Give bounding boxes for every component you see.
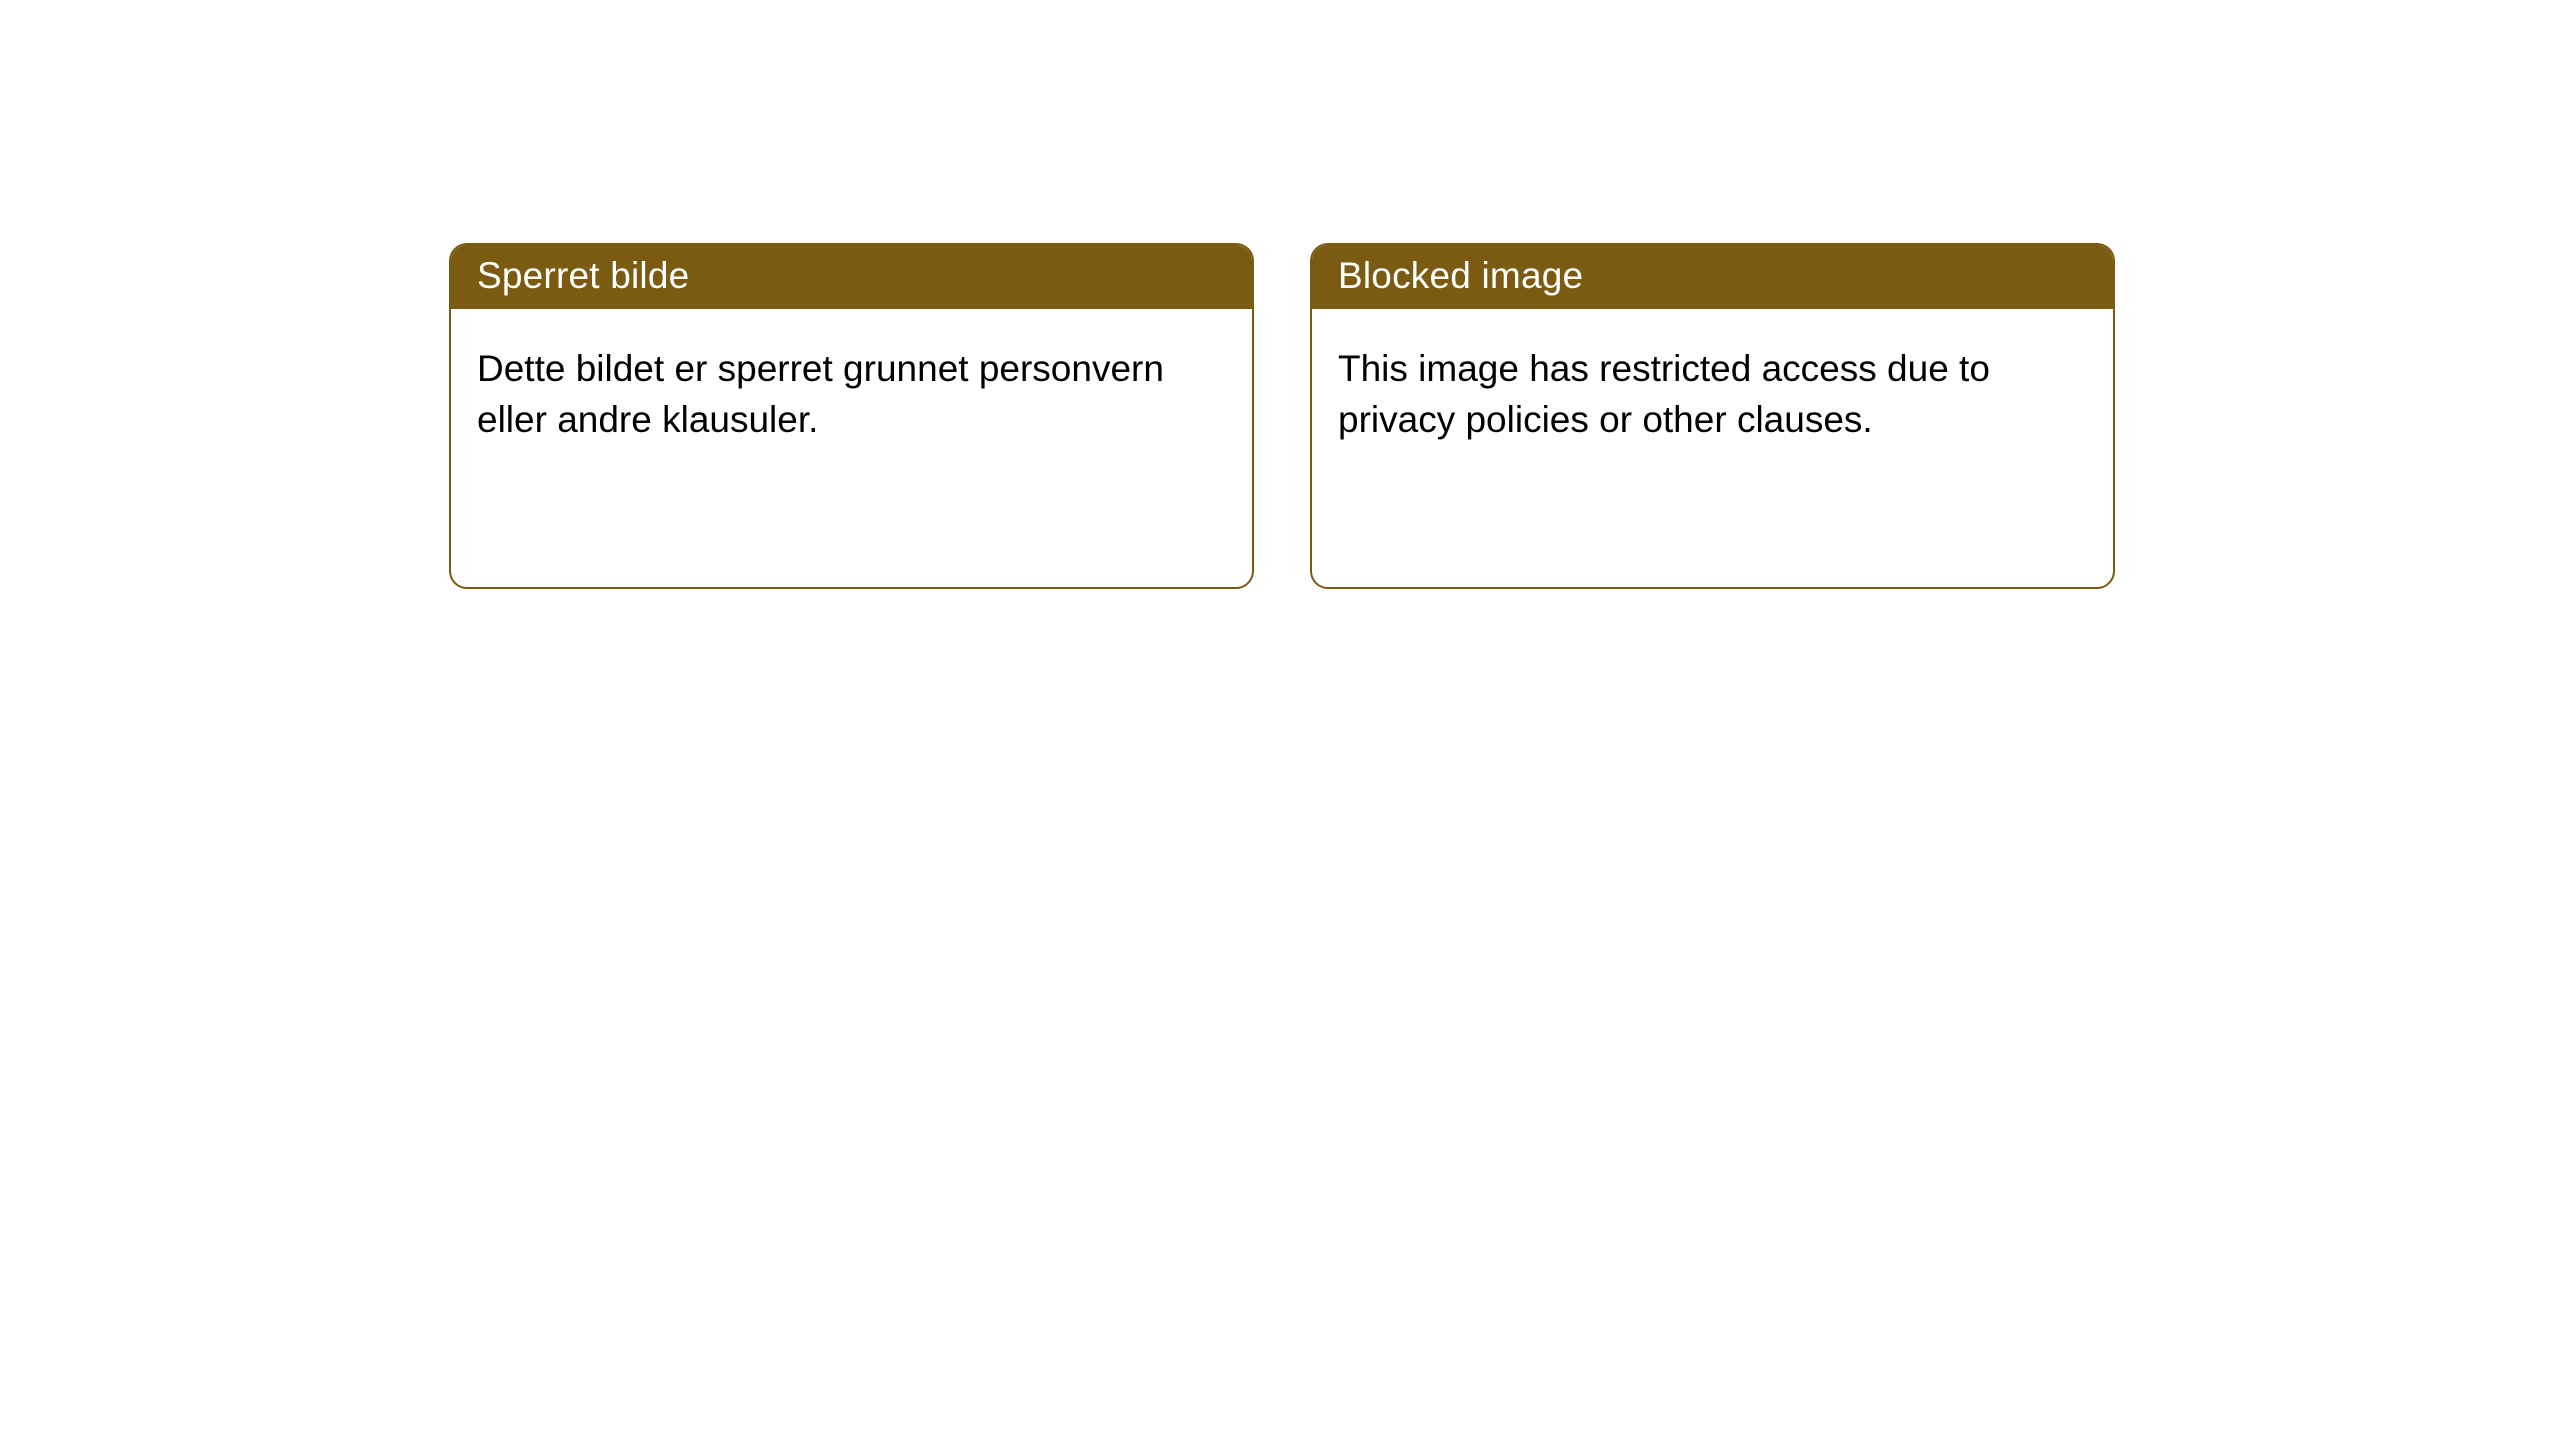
notice-card-title-no: Sperret bilde — [451, 245, 1252, 309]
notice-card-title-en: Blocked image — [1312, 245, 2113, 309]
notice-card-row: Sperret bilde Dette bildet er sperret gr… — [449, 243, 2115, 589]
notice-card-no: Sperret bilde Dette bildet er sperret gr… — [449, 243, 1254, 589]
notice-card-body-en: This image has restricted access due to … — [1312, 309, 2113, 587]
notice-card-en: Blocked image This image has restricted … — [1310, 243, 2115, 589]
notice-card-body-no: Dette bildet er sperret grunnet personve… — [451, 309, 1252, 587]
